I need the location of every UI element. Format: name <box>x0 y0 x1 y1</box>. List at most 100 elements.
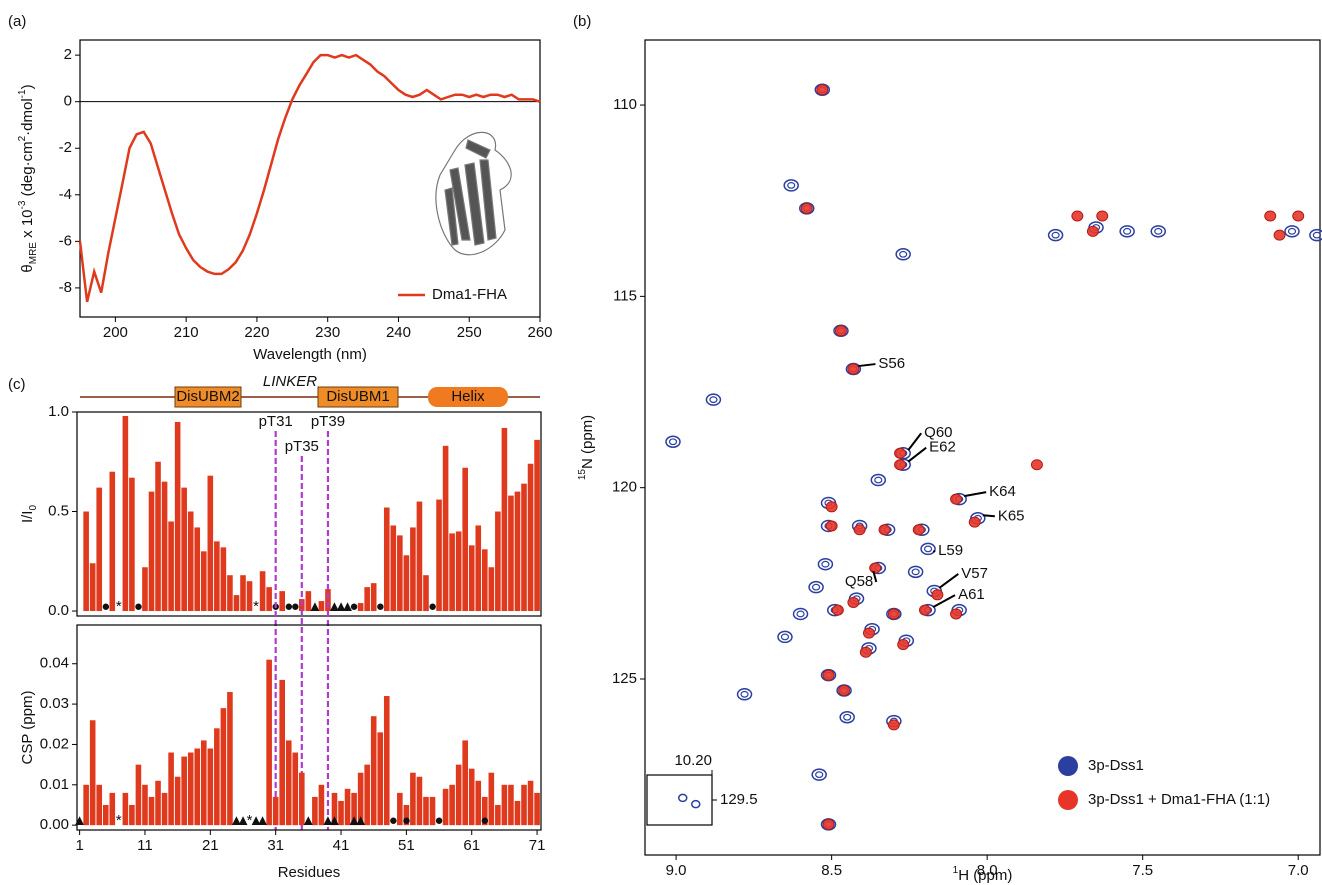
bar <box>397 792 403 826</box>
bar <box>89 563 96 612</box>
peak-bound <box>825 520 838 532</box>
peak-free <box>920 542 936 556</box>
residue-marker: * <box>116 812 122 829</box>
bar <box>514 800 521 826</box>
peak-contour <box>811 583 821 591</box>
bar <box>279 591 286 612</box>
bar <box>488 772 495 826</box>
bar <box>292 752 299 826</box>
bar <box>338 800 344 826</box>
peak-bound <box>887 608 900 620</box>
bar <box>266 659 272 826</box>
peak-leader <box>932 550 936 553</box>
bar <box>488 567 495 612</box>
bar <box>194 748 201 826</box>
residue-marker: ● <box>402 812 411 829</box>
x-tick-label: 61 <box>463 837 480 854</box>
bar <box>534 439 540 612</box>
residue-marker: ● <box>435 812 444 829</box>
y-tick-label: 0.5 <box>48 502 69 519</box>
y-tick-label: -2 <box>59 139 72 156</box>
peak-bound <box>878 524 891 536</box>
peak-contour <box>1123 227 1132 235</box>
bar <box>109 471 116 612</box>
bar <box>462 467 468 612</box>
residue-marker: ▲ <box>347 812 362 829</box>
peak-free <box>808 580 824 594</box>
residue-marker: ▲ <box>353 812 368 829</box>
peak-free <box>1284 225 1300 238</box>
bar <box>161 792 168 826</box>
peak-contour <box>740 690 749 698</box>
residue-marker: ● <box>284 598 293 615</box>
residue-marker: ▲ <box>301 812 316 829</box>
peak-label: Q60 <box>924 424 952 441</box>
peak-contour <box>668 438 678 446</box>
peak-bound <box>894 459 907 471</box>
bar <box>174 776 181 826</box>
bar <box>442 445 449 612</box>
peak-leader <box>982 514 995 518</box>
peak-bound <box>862 627 875 639</box>
y-tick-label: -4 <box>59 186 72 203</box>
protein-structure <box>435 131 512 256</box>
peak-free <box>1119 225 1135 238</box>
inset-peak <box>691 799 701 809</box>
bar <box>227 691 233 826</box>
y-tick-label: 125 <box>612 670 637 687</box>
phospho-site-label: pT31 <box>259 413 293 430</box>
domain-label: Helix <box>451 388 485 405</box>
y-axis-title-part: x 10 <box>19 209 36 242</box>
residue-marker: ● <box>134 598 143 615</box>
bar <box>521 784 527 826</box>
domain-box <box>174 386 242 408</box>
peak-label: L59 <box>938 542 963 559</box>
y-tick-label: 0.01 <box>40 776 69 793</box>
bar <box>416 776 423 826</box>
panel-letter: (a) <box>8 13 26 30</box>
bar <box>168 752 174 826</box>
bar <box>410 527 416 612</box>
y-tick-label: 0.03 <box>40 695 69 712</box>
bar <box>508 495 514 612</box>
peak-contour <box>1287 227 1297 235</box>
bar <box>83 784 89 826</box>
bar <box>200 551 207 612</box>
peak-bound <box>887 719 900 731</box>
peak-contour <box>911 568 920 576</box>
residue-marker: ● <box>480 812 489 829</box>
bar <box>129 804 135 826</box>
bar <box>318 784 325 826</box>
peak-label: V57 <box>961 565 988 582</box>
peak-contour <box>1051 231 1060 239</box>
peak-contour <box>780 633 790 641</box>
bar <box>325 589 331 612</box>
x-tick-label: 260 <box>527 324 552 341</box>
bar <box>200 740 207 826</box>
x-axis-title: Residues <box>278 864 341 881</box>
domain-label: DisUBM2 <box>176 388 239 405</box>
residue-marker: ● <box>376 598 385 615</box>
peak-bound <box>897 639 910 651</box>
bar <box>83 511 89 612</box>
domain-label: DisUBM1 <box>326 388 389 405</box>
peak-free <box>705 393 722 406</box>
y-axis-title: θMRE x 10-3 (deg·cm2·dmol-1) <box>17 84 39 272</box>
peak-free <box>1150 225 1166 238</box>
x-tick-label: 7.0 <box>1288 862 1309 879</box>
bar <box>312 796 318 826</box>
bar <box>495 511 501 612</box>
bar <box>514 491 521 612</box>
x-axis-title-part: 1 <box>953 865 959 876</box>
bar <box>495 804 501 826</box>
peak-label: Q58 <box>845 573 873 590</box>
bar <box>266 587 272 612</box>
residue-marker: ▲ <box>229 812 244 829</box>
bar <box>214 728 220 826</box>
x-tick-label: 250 <box>457 324 482 341</box>
bar <box>194 527 201 612</box>
bar <box>122 415 129 612</box>
x-tick-label: 210 <box>174 324 199 341</box>
bar <box>357 772 364 826</box>
bar <box>455 764 462 826</box>
